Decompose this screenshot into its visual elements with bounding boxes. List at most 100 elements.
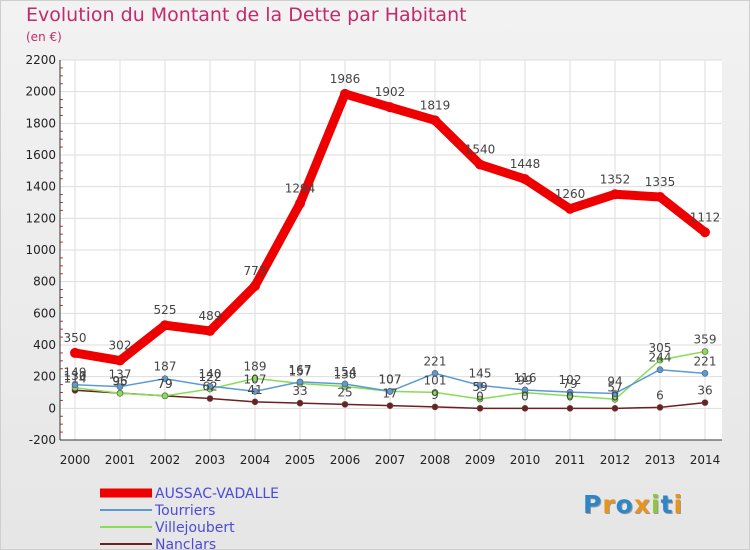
data-label-villejoubert: 157: [289, 364, 312, 378]
data-point-tourriers: [341, 380, 349, 388]
y-tick-label: 800: [33, 275, 56, 289]
data-point-nanclars: [251, 398, 259, 406]
data-label-tourriers: 94: [607, 374, 622, 388]
x-tick-label: 2012: [600, 453, 631, 467]
chart-title: Evolution du Montant de la Dette par Hab…: [26, 4, 467, 26]
data-point-nanclars: [656, 404, 664, 411]
data-point-aussac-vadalle: [250, 280, 260, 291]
logo-letter: P: [583, 490, 603, 519]
data-point-aussac-vadalle: [295, 198, 305, 209]
data-label-nanclars: 96: [112, 374, 127, 388]
x-tick-label: 2005: [285, 453, 316, 467]
data-point-aussac-vadalle: [385, 102, 395, 113]
data-point-tourriers: [521, 386, 529, 394]
data-point-nanclars: [296, 399, 304, 407]
data-label-villejoubert: 189: [244, 359, 267, 373]
data-label-aussac-vadalle: 1540: [465, 143, 496, 157]
data-label-tourriers: 107: [244, 372, 267, 386]
data-point-tourriers: [566, 388, 574, 396]
data-label-aussac-vadalle: 773: [244, 264, 267, 278]
data-point-tourriers: [71, 381, 79, 389]
data-label-villejoubert: 57: [607, 380, 622, 394]
data-label-aussac-vadalle: 1986: [330, 72, 361, 86]
data-point-aussac-vadalle: [115, 355, 125, 366]
data-point-tourriers: [701, 370, 709, 377]
x-tick-label: 2011: [555, 453, 586, 467]
y-tick-label: 1400: [25, 180, 56, 194]
x-tick-label: 2002: [150, 453, 181, 467]
data-label-aussac-vadalle: 350: [64, 331, 87, 345]
data-label-nanclars: 25: [337, 385, 352, 399]
data-point-villejoubert: [251, 375, 259, 382]
data-point-nanclars: [431, 403, 439, 411]
y-tick-label: 200: [33, 370, 56, 384]
data-label-tourriers: 107: [379, 372, 402, 386]
data-label-nanclars: 0: [566, 389, 574, 403]
x-tick-label: 2010: [510, 453, 541, 467]
y-tick-label: 1200: [25, 211, 56, 225]
data-point-aussac-vadalle: [610, 189, 620, 200]
data-label-villejoubert: 138: [334, 367, 357, 381]
data-label-villejoubert: 79: [562, 377, 577, 391]
y-tick-label: 600: [33, 306, 56, 320]
data-label-aussac-vadalle: 1448: [510, 157, 541, 171]
data-label-nanclars: 6: [656, 388, 664, 402]
data-label-tourriers: 137: [109, 368, 132, 382]
legend-label-tourriers: Tourriers: [154, 503, 215, 519]
data-point-nanclars: [386, 402, 394, 409]
data-label-tourriers: 167: [289, 363, 312, 377]
legend-label-nanclars: Nanclars: [155, 537, 216, 550]
data-point-nanclars: [701, 399, 709, 406]
logo-letter: o: [615, 490, 634, 519]
data-label-nanclars: 9: [431, 388, 439, 402]
data-point-tourriers: [476, 382, 484, 389]
data-label-aussac-vadalle: 1260: [555, 187, 586, 201]
proxiti-logo: Proxiti: [583, 490, 683, 519]
x-tick-label: 2009: [465, 453, 496, 467]
data-label-aussac-vadalle: 1902: [375, 85, 406, 99]
y-tick-label: 2000: [25, 85, 56, 99]
data-point-aussac-vadalle: [520, 174, 530, 185]
data-label-tourriers: 154: [334, 365, 357, 379]
data-point-tourriers: [656, 366, 664, 374]
data-label-aussac-vadalle: 489: [199, 309, 222, 323]
data-label-nanclars: 62: [202, 380, 217, 394]
data-label-nanclars: 41: [247, 383, 262, 397]
data-point-aussac-vadalle: [475, 159, 485, 170]
y-tick-label: 1000: [25, 243, 56, 257]
y-tick-label: -200: [29, 433, 56, 447]
data-label-aussac-vadalle: 1819: [420, 98, 451, 112]
data-point-tourriers: [296, 378, 304, 386]
data-label-villejoubert: 95: [112, 374, 127, 388]
data-label-tourriers: 149: [64, 366, 87, 380]
data-point-aussac-vadalle: [565, 203, 575, 214]
data-point-nanclars: [521, 405, 529, 412]
data-point-tourriers: [116, 383, 124, 390]
data-label-tourriers: 116: [514, 371, 537, 385]
data-point-tourriers: [611, 390, 619, 397]
logo-letter: r: [602, 490, 616, 519]
data-label-villejoubert: 305: [649, 341, 672, 355]
data-label-nanclars: 0: [611, 389, 619, 403]
logo-letter: i: [651, 490, 661, 519]
data-point-nanclars: [566, 405, 574, 412]
data-label-aussac-vadalle: 1352: [600, 172, 631, 186]
logo-letter: i: [673, 490, 684, 519]
data-label-aussac-vadalle: 1112: [690, 210, 721, 224]
x-tick-label: 2008: [420, 453, 451, 467]
data-point-villejoubert: [701, 348, 709, 355]
data-label-tourriers: 102: [559, 373, 582, 387]
data-point-aussac-vadalle: [160, 320, 170, 331]
data-point-villejoubert: [431, 389, 439, 396]
data-point-nanclars: [611, 405, 619, 412]
data-point-aussac-vadalle: [205, 325, 215, 336]
data-label-tourriers: 187: [154, 360, 177, 374]
data-label-villejoubert: 79: [157, 377, 172, 391]
legend-label-villejoubert: Villejoubert: [155, 520, 235, 536]
data-point-nanclars: [476, 405, 484, 412]
y-tick-label: 1600: [25, 148, 56, 162]
data-label-villejoubert: 130: [64, 369, 87, 383]
y-tick-label: 2200: [25, 53, 56, 67]
data-label-tourriers: 221: [424, 354, 447, 368]
data-label-tourriers: 244: [649, 351, 672, 365]
